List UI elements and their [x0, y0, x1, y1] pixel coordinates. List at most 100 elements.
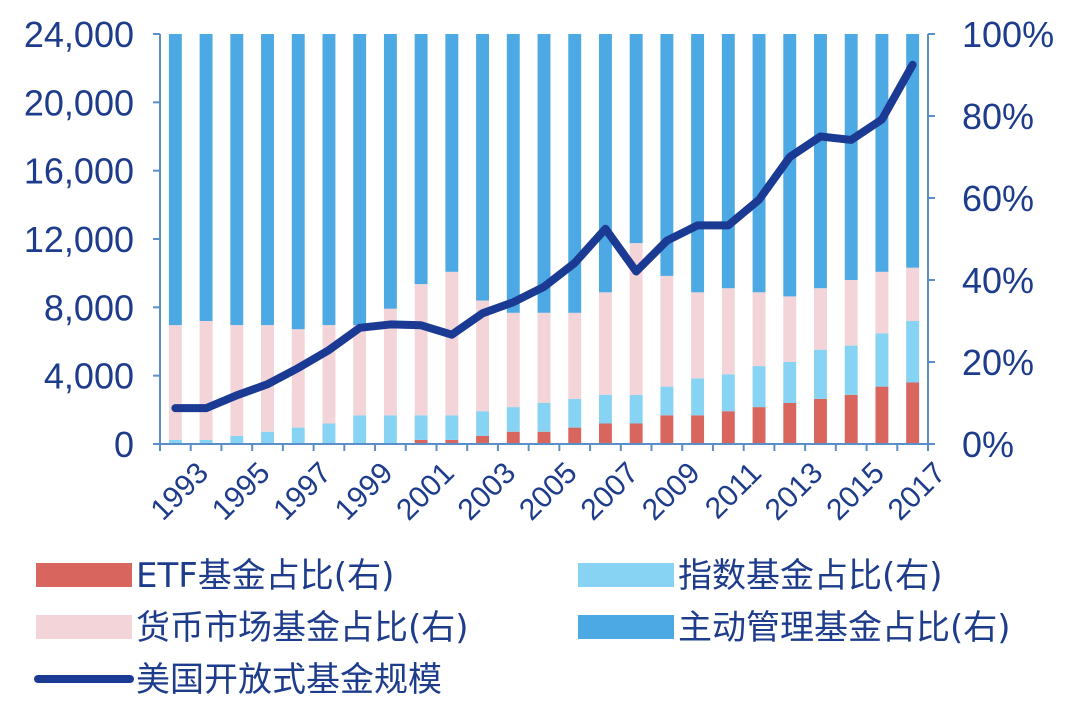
x-tick-label: 1993	[144, 456, 215, 527]
bar-segment-2003-s3	[476, 34, 490, 301]
bar-segment-2006-s0	[568, 427, 582, 444]
bar-segment-1993-s1	[168, 439, 182, 444]
bar-segment-2010-s1	[691, 378, 705, 416]
bar-segment-2003-s2	[476, 300, 490, 412]
left-tick-label: 0	[114, 424, 134, 465]
bar-segment-2017-s0	[906, 382, 920, 444]
right-tick-label: 60%	[962, 178, 1034, 219]
bar-segment-2006-s1	[568, 398, 582, 428]
bar-segment-1994-s2	[199, 321, 213, 440]
x-tick-label: 1995	[206, 456, 277, 527]
bar-segment-2006-s3	[568, 34, 582, 313]
bar-segment-1993-s3	[168, 34, 182, 326]
bar-segment-2013-s2	[783, 296, 797, 362]
bar-segment-2014-s3	[814, 34, 827, 289]
bar-segment-2008-s3	[629, 34, 643, 244]
bar-segment-2004-s0	[506, 431, 520, 444]
bar-segment-2003-s0	[476, 435, 490, 444]
bar-segment-2007-s1	[598, 394, 612, 424]
bar-segment-2014-s0	[814, 398, 827, 444]
bar-segment-2008-s0	[629, 423, 643, 444]
bar-segment-2017-s3	[906, 34, 920, 268]
bar-segment-2002-s0	[445, 439, 459, 444]
bar-segment-2009-s0	[660, 415, 674, 444]
bar-segment-2002-s2	[445, 271, 459, 416]
bar-segment-1996-s1	[261, 431, 274, 444]
bar-segment-1998-s1	[322, 423, 336, 444]
bar-segment-2005-s0	[537, 431, 551, 444]
bar-segment-2010-s3	[691, 34, 705, 293]
x-tick-label: 2013	[759, 456, 830, 527]
bar-segment-2011-s0	[721, 411, 735, 444]
right-tick-label: 100%	[962, 14, 1054, 55]
bar-segment-1998-s2	[322, 325, 336, 424]
bar-segment-2012-s3	[752, 34, 766, 293]
bar-segment-1999-s1	[353, 415, 367, 444]
bar-segment-2004-s2	[506, 312, 520, 408]
axes-layer	[153, 33, 935, 451]
right-tick-label: 80%	[962, 96, 1034, 137]
bar-segment-2001-s1	[414, 415, 428, 440]
bar-segment-1996-s3	[261, 34, 274, 326]
right-tick-label: 40%	[962, 260, 1034, 301]
x-tick-label: 1997	[267, 456, 338, 527]
bar-segment-1994-s1	[199, 439, 213, 444]
bar-segment-1995-s1	[230, 435, 244, 444]
left-tick-label: 16,000	[24, 151, 134, 192]
bar-segment-2009-s3	[660, 34, 674, 276]
bar-segment-1997-s2	[291, 329, 305, 428]
left-tick-label: 12,000	[24, 219, 134, 260]
x-tick-label: 2017	[882, 456, 953, 527]
bar-segment-2010-s2	[691, 292, 705, 379]
bar-segment-2012-s0	[752, 407, 766, 444]
bar-segment-2007-s2	[598, 292, 612, 395]
x-tick-label: 2015	[820, 456, 891, 527]
bar-segment-2010-s0	[691, 415, 705, 444]
legend-swatch-3	[578, 615, 674, 639]
x-tick-label: 2011	[699, 456, 768, 525]
legend-swatch-0	[36, 563, 132, 587]
x-tick-label: 2007	[575, 456, 646, 527]
bar-segment-2017-s1	[906, 321, 920, 383]
bar-segment-1999-s3	[353, 34, 367, 326]
bar-segment-1995-s2	[230, 325, 244, 436]
bar-segment-2000-s2	[383, 308, 397, 416]
legend: ETF基金占比(右) 指数基金占比(右) 货币市场基金占比(右) 主动管理基金占比(右…	[34, 556, 1011, 700]
bar-segment-2011-s1	[721, 374, 735, 412]
legend-label-4: 美国开放式基金规模	[136, 660, 442, 700]
bar-segment-2007-s0	[598, 423, 612, 444]
legend-swatch-2	[36, 615, 132, 639]
bar-segment-2015-s3	[844, 34, 858, 280]
bar-segment-2016-s3	[875, 34, 889, 272]
bar-segment-1993-s2	[168, 325, 182, 440]
bar-segment-2007-s3	[598, 34, 612, 293]
bar-segment-2005-s1	[537, 403, 551, 432]
fund-size-line	[171, 60, 917, 413]
bar-segment-2012-s1	[752, 366, 766, 408]
legend-swatch-1	[578, 563, 674, 587]
y-tick-labels: 0 4,000 8,000 12,000 16,000 20,000 24,000 0% 20%…	[24, 14, 1054, 465]
bar-segment-2002-s3	[445, 34, 459, 272]
left-tick-label: 8,000	[44, 287, 134, 328]
bar-segment-2015-s2	[844, 280, 858, 346]
bar-segment-2001-s0	[414, 439, 428, 444]
bar-segment-2014-s2	[814, 288, 827, 350]
legend-label-1: 指数基金占比(右)	[678, 556, 943, 596]
bar-segment-1999-s2	[353, 325, 367, 416]
bar-segment-2004-s3	[506, 34, 520, 313]
left-tick-label: 20,000	[24, 82, 134, 123]
bars-layer	[168, 34, 920, 444]
x-tick-label: 1999	[329, 456, 400, 527]
left-tick-label: 4,000	[44, 356, 134, 397]
legend-label-0: ETF基金占比(右)	[136, 556, 394, 596]
right-tick-label: 20%	[962, 342, 1034, 383]
bar-segment-2001-s2	[414, 284, 428, 416]
right-tick-label: 0%	[962, 424, 1014, 465]
x-tick-label: 2001	[390, 456, 461, 527]
bar-segment-2000-s3	[383, 34, 397, 309]
bar-segment-1996-s2	[261, 325, 274, 432]
bar-segment-2002-s1	[445, 415, 459, 440]
x-tick-label: 2009	[636, 456, 707, 527]
bar-segment-2004-s1	[506, 407, 520, 432]
